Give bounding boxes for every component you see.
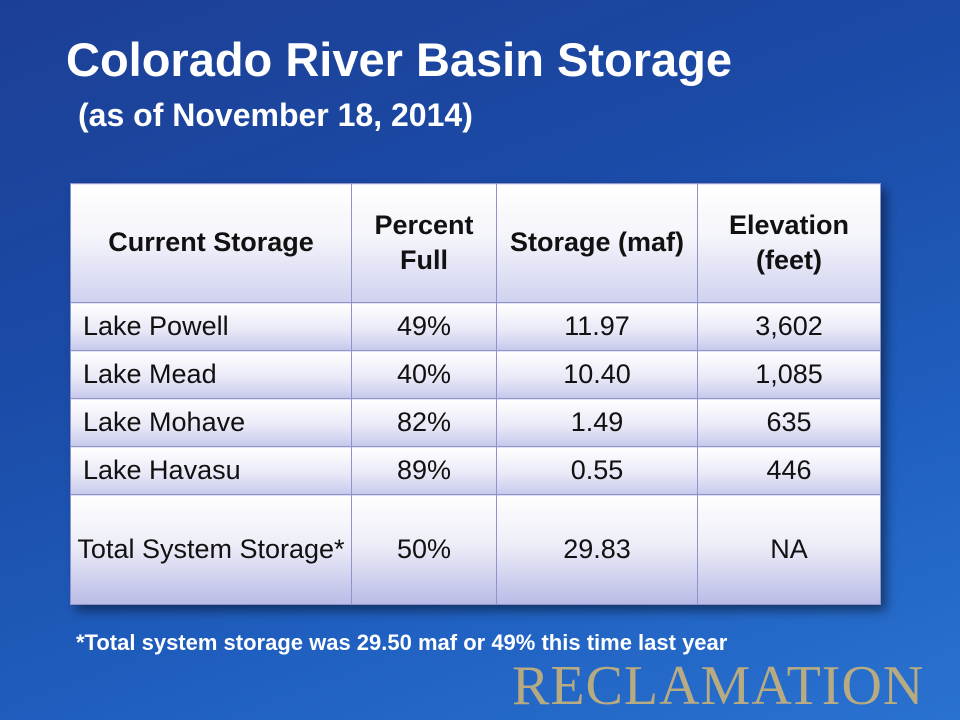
elevation-cell: 1,085	[698, 351, 881, 399]
slide-subtitle: (as of November 18, 2014)	[78, 97, 473, 134]
storage-table-container: Current Storage Percent Full Storage (ma…	[70, 183, 880, 605]
elevation-cell: 635	[698, 399, 881, 447]
percent-full-cell: 89%	[352, 447, 497, 495]
elevation-cell: 3,602	[698, 303, 881, 351]
storage-cell: 11.97	[497, 303, 698, 351]
storage-cell: 0.55	[497, 447, 698, 495]
slide-title: Colorado River Basin Storage	[66, 32, 732, 87]
header-percent-full: Percent Full	[352, 184, 497, 303]
storage-cell: 10.40	[497, 351, 698, 399]
table-row: Lake Mohave 82% 1.49 635	[71, 399, 881, 447]
total-percent-full-cell: 50%	[352, 495, 497, 605]
storage-table: Current Storage Percent Full Storage (ma…	[70, 183, 881, 605]
lake-name-cell: Lake Powell	[71, 303, 352, 351]
percent-full-cell: 82%	[352, 399, 497, 447]
total-storage-cell: 29.83	[497, 495, 698, 605]
table-body: Lake Powell 49% 11.97 3,602 Lake Mead 40…	[71, 303, 881, 605]
table-row: Lake Powell 49% 11.97 3,602	[71, 303, 881, 351]
percent-full-cell: 49%	[352, 303, 497, 351]
table-header: Current Storage Percent Full Storage (ma…	[71, 184, 881, 303]
table-row: Lake Havasu 89% 0.55 446	[71, 447, 881, 495]
reclamation-logo: RECLAMATION	[512, 654, 952, 718]
lake-name-cell: Lake Mohave	[71, 399, 352, 447]
percent-full-cell: 40%	[352, 351, 497, 399]
total-label-cell: Total System Storage*	[71, 495, 352, 605]
table-row: Lake Mead 40% 10.40 1,085	[71, 351, 881, 399]
total-row: Total System Storage* 50% 29.83 NA	[71, 495, 881, 605]
lake-name-cell: Lake Mead	[71, 351, 352, 399]
header-row: Current Storage Percent Full Storage (ma…	[71, 184, 881, 303]
elevation-cell: 446	[698, 447, 881, 495]
header-elevation-feet: Elevation (feet)	[698, 184, 881, 303]
header-current-storage: Current Storage	[71, 184, 352, 303]
storage-cell: 1.49	[497, 399, 698, 447]
header-storage-maf: Storage (maf)	[497, 184, 698, 303]
footnote: *Total system storage was 29.50 maf or 4…	[76, 630, 727, 656]
total-elevation-cell: NA	[698, 495, 881, 605]
lake-name-cell: Lake Havasu	[71, 447, 352, 495]
